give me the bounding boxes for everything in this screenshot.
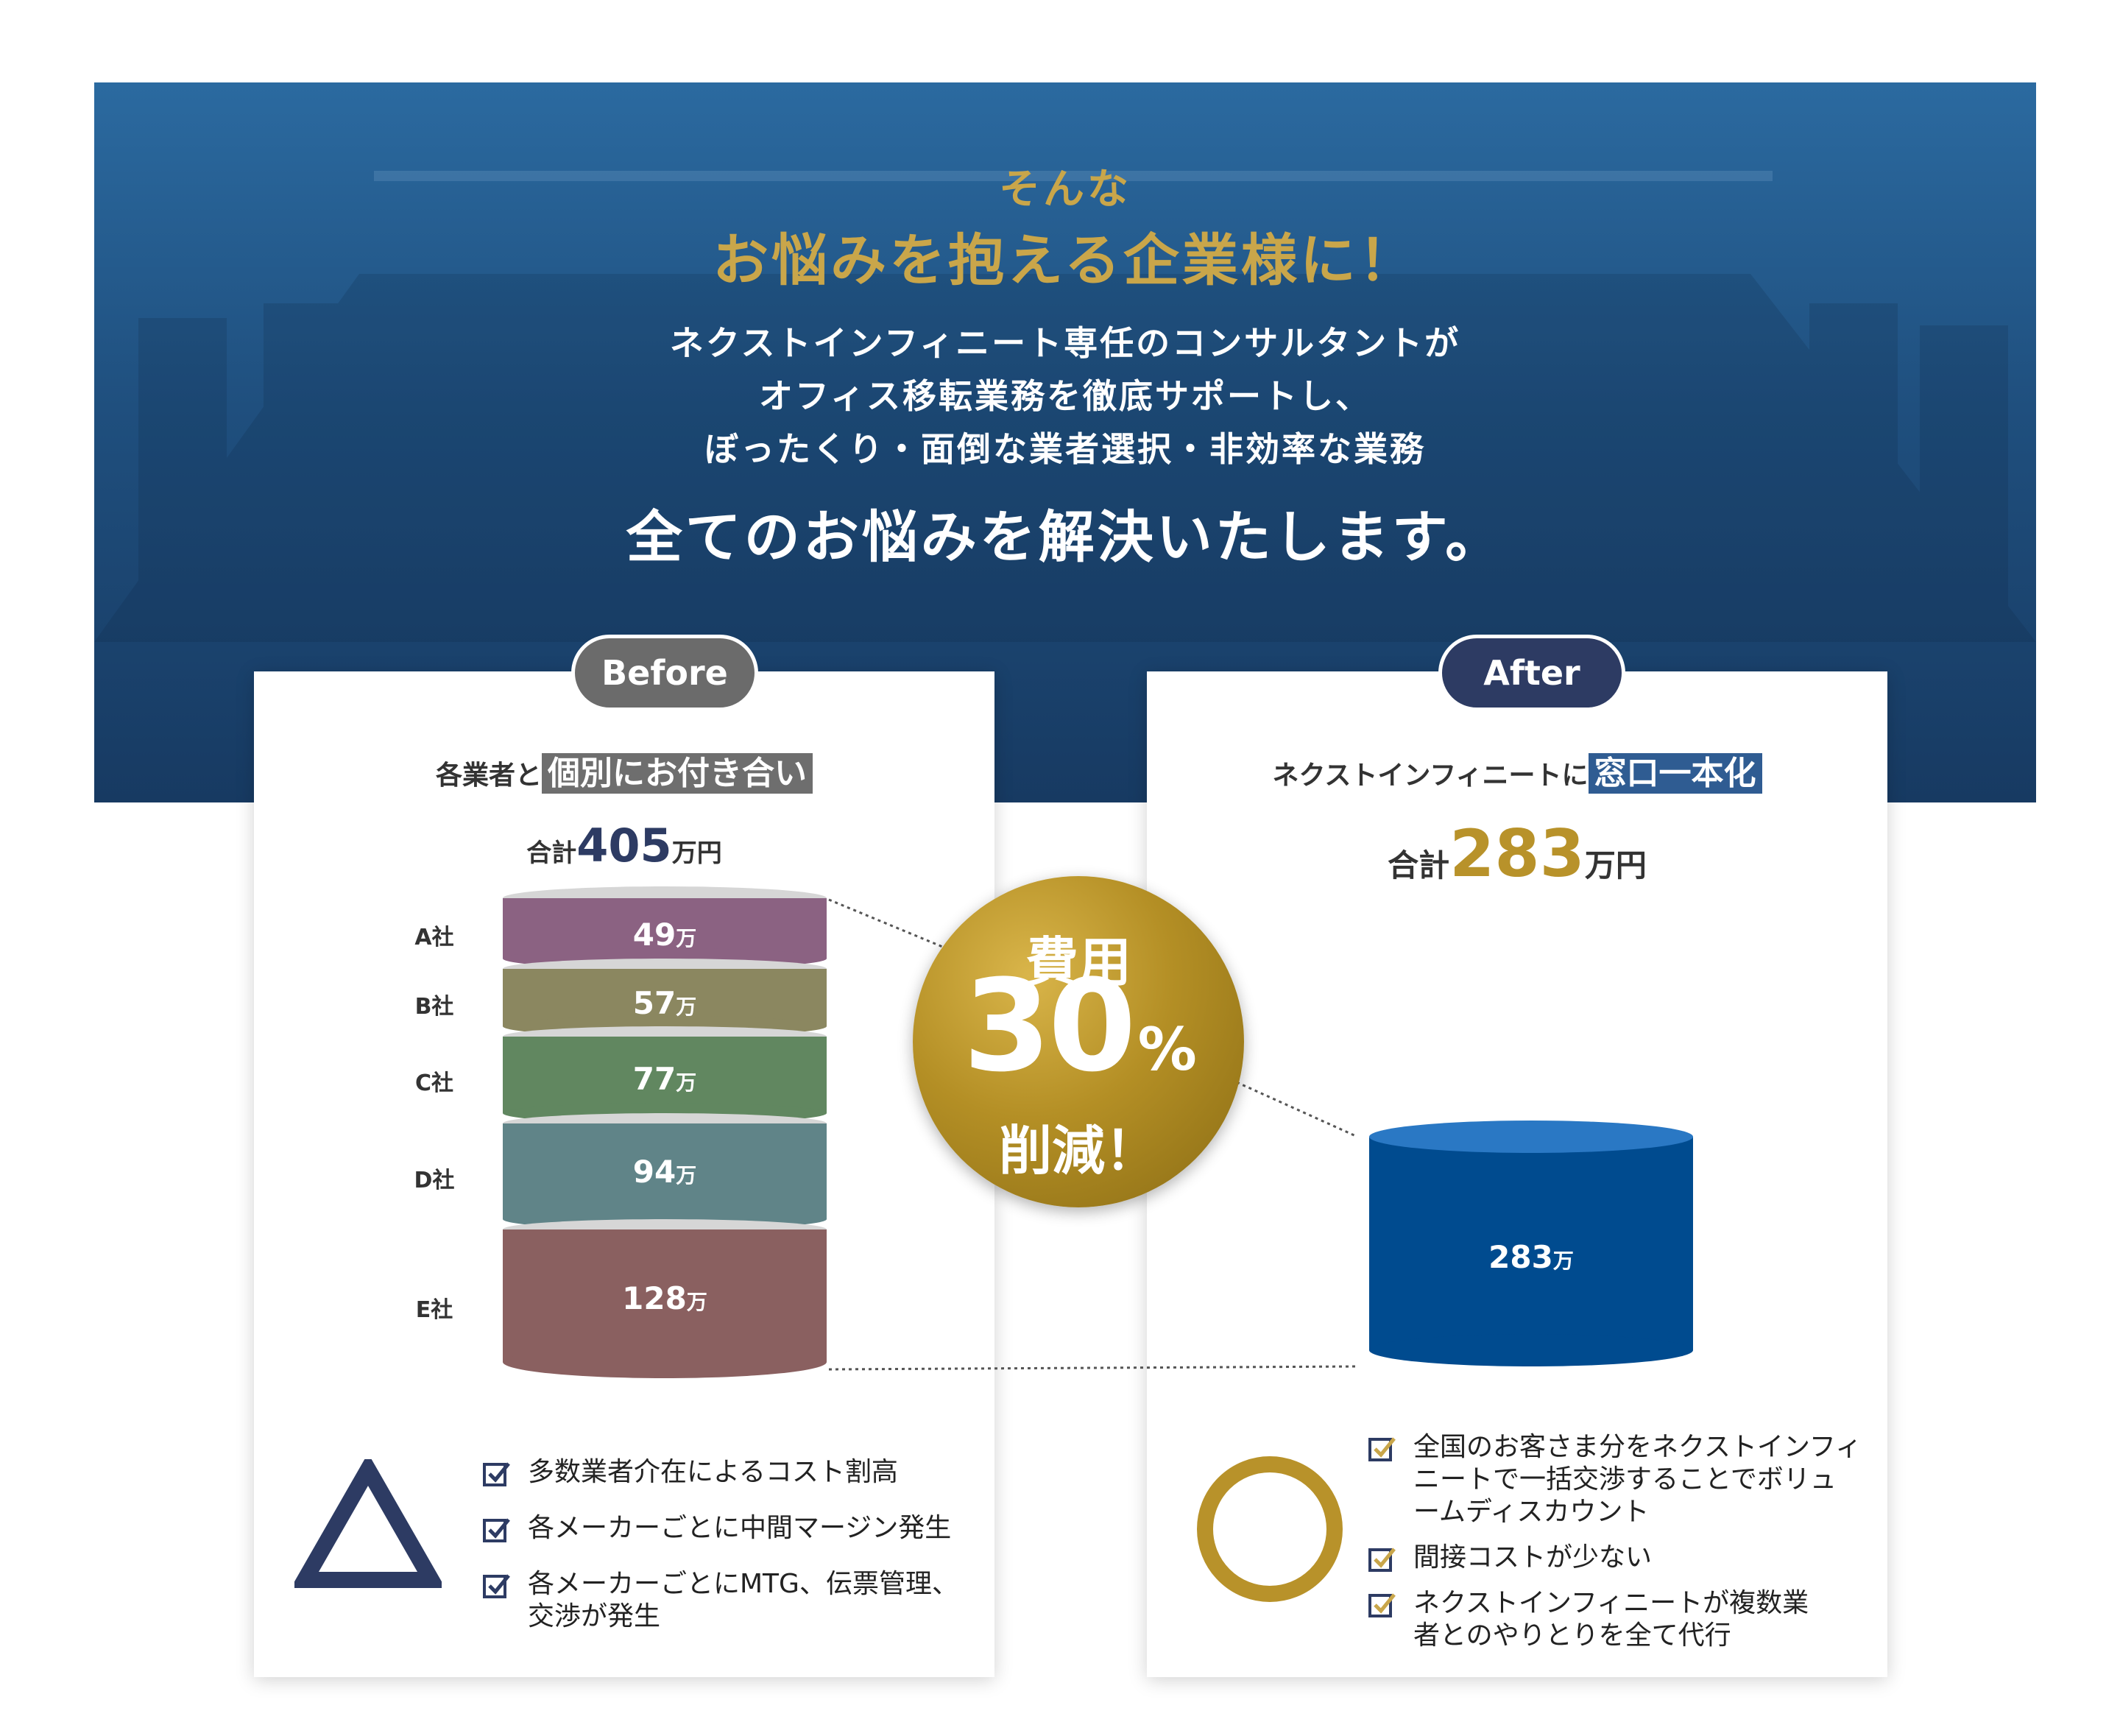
list-item: 間接コストが少ない <box>1368 1542 1868 1574</box>
svg-text:128万: 128万 <box>622 1280 707 1316</box>
hero-pretitle: そんな <box>999 166 1131 214</box>
list-item: 多数業者介在によるコスト割高 <box>482 1456 968 1489</box>
badge-line-1: 費用 <box>1025 931 1131 993</box>
check-icon <box>1368 1593 1396 1617</box>
before-subtitle-prefix: 各業者と <box>435 761 542 791</box>
hero-line-1: ネクストインフィニート専任のコンサルタントが <box>669 323 1461 363</box>
after-card: ネクストインフィニートに 窓口一本化 合計283万円 283万 全国のお客さま分を… <box>1147 671 1887 1677</box>
svg-text:94万: 94万 <box>633 1154 696 1190</box>
hero-line-3: ぼったくり・面倒な業者選択・非効率な業務 <box>704 429 1426 469</box>
check-icon <box>483 1518 510 1542</box>
list-item: ネクストインフィニートが複数業者とのやりとりを全て代行 <box>1368 1587 1868 1652</box>
after-benefit-text: 全国のお客さま分をネクストインフィニートで一括交渉することでボリュームディスカウ… <box>1413 1432 1862 1527</box>
before-total-unit: 万円 <box>671 839 722 868</box>
badge-percent-value: 30 <box>963 952 1136 1100</box>
after-benefit-text: ネクストインフィニートが複数業者とのやりとりを全て代行 <box>1413 1588 1809 1651</box>
list-item: 全国のお客さま分をネクストインフィニートで一括交渉することでボリュームディスカウ… <box>1368 1431 1868 1528</box>
list-item: 各メーカーごとにMTG、伝票管理、交渉が発生 <box>482 1568 968 1633</box>
check-icon <box>483 1574 510 1598</box>
cost-reduction-badge: 費用 30% 削減！ <box>913 876 1244 1207</box>
check-icon <box>1368 1437 1396 1461</box>
company-label-b: B社 <box>414 994 454 1020</box>
company-label-d: D社 <box>414 1168 455 1193</box>
triangle-icon <box>294 1459 442 1588</box>
before-pill: Before <box>571 635 758 711</box>
after-pill: After <box>1438 635 1625 711</box>
list-item: 各メーカーごとに中間マージン発生 <box>482 1512 968 1545</box>
before-total: 合計405万円 <box>254 819 994 872</box>
after-benefit-text: 間接コストが少ない <box>1413 1542 1653 1573</box>
before-stacked-cylinder: 49万 57万 77万 94万 128万 <box>503 886 827 1378</box>
company-label-a: A社 <box>414 925 454 950</box>
badge-line-3: 削減！ <box>998 1120 1158 1182</box>
check-icon <box>483 1462 510 1486</box>
before-issue-text: 各メーカーごとに中間マージン発生 <box>528 1513 952 1543</box>
before-total-number: 405 <box>576 819 672 872</box>
segment-e: 128万 <box>503 1229 827 1378</box>
before-issue-text: 各メーカーごとにMTG、伝票管理、交渉が発生 <box>528 1569 958 1631</box>
svg-text:283万: 283万 <box>1488 1239 1574 1275</box>
company-label-c: C社 <box>414 1070 454 1096</box>
before-subtitle: 各業者と 個別にお付き合い <box>254 747 994 794</box>
after-total: 合計283万円 <box>1147 816 1887 892</box>
before-issue-list: 多数業者介在によるコスト割高 各メーカーごとに中間マージン発生 各メーカーごとに… <box>482 1456 968 1633</box>
company-label-e: E社 <box>415 1297 453 1323</box>
before-issue-text: 多数業者介在によるコスト割高 <box>528 1457 898 1487</box>
badge-percent-sign: % <box>1137 1015 1197 1084</box>
badge-number: 30% <box>913 963 1244 1090</box>
after-total-unit: 万円 <box>1584 847 1647 883</box>
check-icon <box>1368 1548 1396 1572</box>
hero-headline: お悩みを抱える企業様に！ <box>713 227 1418 293</box>
after-subtitle-prefix: ネクストインフィニートに <box>1272 761 1589 791</box>
after-total-number: 283 <box>1449 816 1585 892</box>
before-card: 各業者と 個別にお付き合い 合計405万円 A社 B社 C社 D社 E社 49万 … <box>254 671 994 1677</box>
svg-text:57万: 57万 <box>633 985 696 1021</box>
after-subtitle-highlight: 窓口一本化 <box>1588 753 1762 794</box>
circle-icon <box>1197 1456 1343 1602</box>
meeting-room-background <box>94 171 2036 642</box>
hero-statement: 全てのお悩みを解決いたします。 <box>626 504 1505 570</box>
svg-text:77万: 77万 <box>633 1061 696 1097</box>
hero-line-2: オフィス移転業務を徹底サポートし、 <box>758 376 1372 416</box>
after-benefit-list: 全国のお客さま分をネクストインフィニートで一括交渉することでボリュームディスカウ… <box>1368 1431 1868 1652</box>
svg-text:49万: 49万 <box>633 917 696 953</box>
before-total-prefix: 合計 <box>526 839 577 868</box>
after-total-prefix: 合計 <box>1388 847 1450 883</box>
after-cylinder: 283万 <box>1369 1121 1693 1366</box>
after-subtitle: ネクストインフィニートに 窓口一本化 <box>1147 747 1887 794</box>
before-subtitle-highlight: 個別にお付き合い <box>542 753 813 794</box>
